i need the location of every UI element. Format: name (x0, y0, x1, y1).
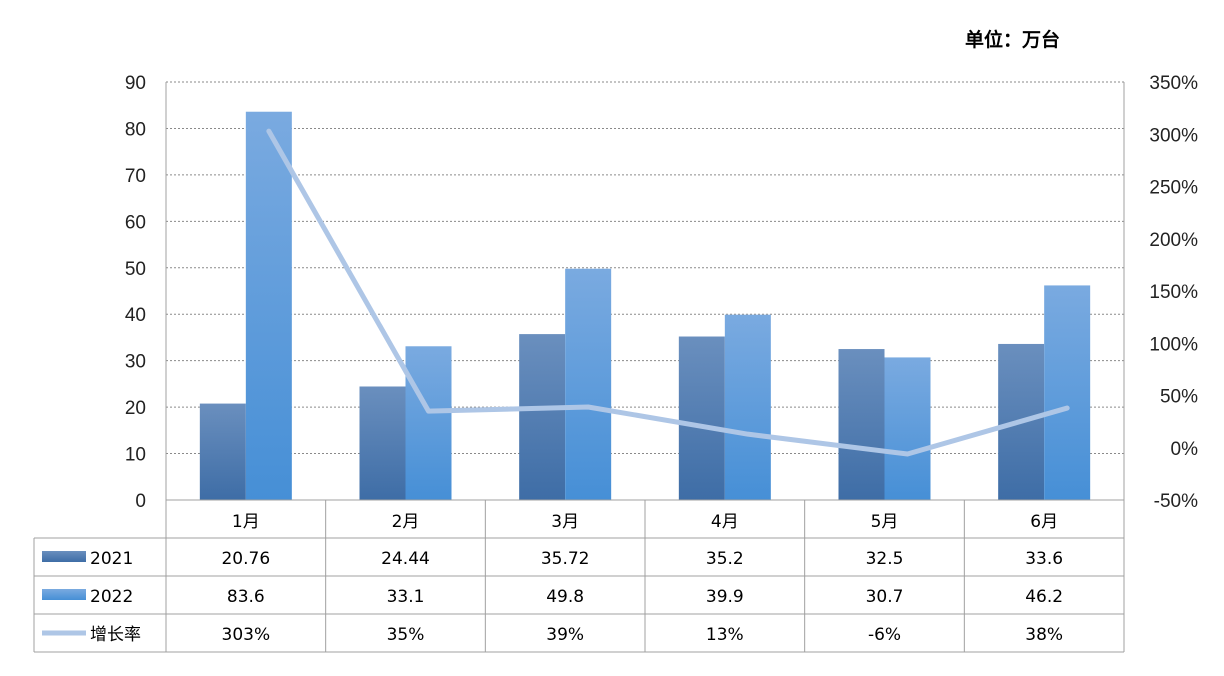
data-label: 24.44 (381, 549, 430, 569)
category-label: 1月 (232, 512, 260, 532)
data-label: 46.2 (1025, 587, 1063, 607)
data-table: 1月 2月 3月 4月 5月 6月 2021 20.76 24.44 35.72 35.2 32.5 3… (33, 499, 1125, 653)
bar-2021-3 (519, 334, 566, 500)
bar-2022-3 (565, 268, 612, 500)
left-tick-label: 60 (125, 212, 146, 233)
right-tick-label: 50% (1160, 387, 1198, 408)
category-label: 6月 (1030, 512, 1058, 532)
category-label: 3月 (551, 512, 579, 532)
left-tick-label: 10 (125, 445, 146, 466)
data-label: 35.72 (541, 549, 590, 569)
growth-line-layer (266, 128, 1070, 457)
data-label: 30.7 (866, 587, 904, 607)
left-tick-label: 0 (135, 491, 146, 512)
data-label: 33.1 (387, 587, 425, 607)
gridlines (165, 81, 1125, 500)
right-tick-label: 350% (1149, 73, 1198, 94)
right-axis-ticks: -50% 0% 50% 100% 150% 200% 250% 300% 350% (1149, 73, 1198, 512)
bar-2022-5 (884, 357, 931, 500)
right-tick-label: 150% (1149, 282, 1198, 303)
legend-label: 2022 (90, 587, 133, 607)
data-label: 33.6 (1025, 549, 1063, 569)
bar-2021-2 (359, 386, 406, 500)
data-label: 38% (1025, 625, 1063, 645)
bar-2021-1 (199, 403, 246, 500)
bar-2021-4 (678, 336, 725, 500)
right-tick-label: 100% (1149, 334, 1198, 355)
data-label: 13% (706, 625, 744, 645)
data-label: 303% (222, 625, 271, 645)
data-label: 20.76 (221, 549, 270, 569)
bar-2022-2 (405, 346, 452, 500)
data-label: 32.5 (866, 549, 904, 569)
left-tick-label: 40 (125, 305, 146, 326)
right-tick-label: 300% (1149, 125, 1198, 146)
data-label: 83.6 (227, 587, 265, 607)
right-tick-label: -50% (1154, 491, 1198, 512)
left-tick-label: 20 (125, 398, 146, 419)
data-label: -6% (868, 625, 901, 645)
growth-rate-line (266, 128, 1070, 457)
data-label: 39.9 (706, 587, 744, 607)
left-tick-label: 90 (125, 73, 146, 94)
bar-2022-4 (724, 314, 771, 500)
data-label: 49.8 (546, 587, 584, 607)
right-tick-label: 250% (1149, 178, 1198, 199)
category-label: 2月 (392, 512, 420, 532)
legend-key-2021 (42, 551, 86, 562)
legend-label: 2021 (90, 549, 133, 569)
legend-key-2022 (42, 589, 86, 600)
left-tick-label: 70 (125, 166, 146, 187)
category-label: 5月 (871, 512, 899, 532)
bar-2022-6 (1044, 285, 1091, 500)
category-label: 4月 (711, 512, 739, 532)
data-label: 35% (387, 625, 425, 645)
unit-label: 单位：万台 (965, 28, 1060, 51)
right-tick-label: 200% (1149, 230, 1198, 251)
left-tick-label: 50 (125, 259, 146, 280)
left-tick-label: 30 (125, 352, 146, 373)
bars (199, 111, 1091, 501)
left-tick-label: 80 (125, 119, 146, 140)
bar-2022-1 (245, 111, 292, 501)
data-label: 35.2 (706, 549, 744, 569)
legend-label: 增长率 (90, 625, 141, 645)
data-label: 39% (546, 625, 584, 645)
left-axis-ticks: 0 10 20 30 40 50 60 70 80 90 (125, 73, 146, 512)
bar-2021-5 (838, 349, 885, 500)
right-tick-label: 0% (1171, 439, 1199, 460)
